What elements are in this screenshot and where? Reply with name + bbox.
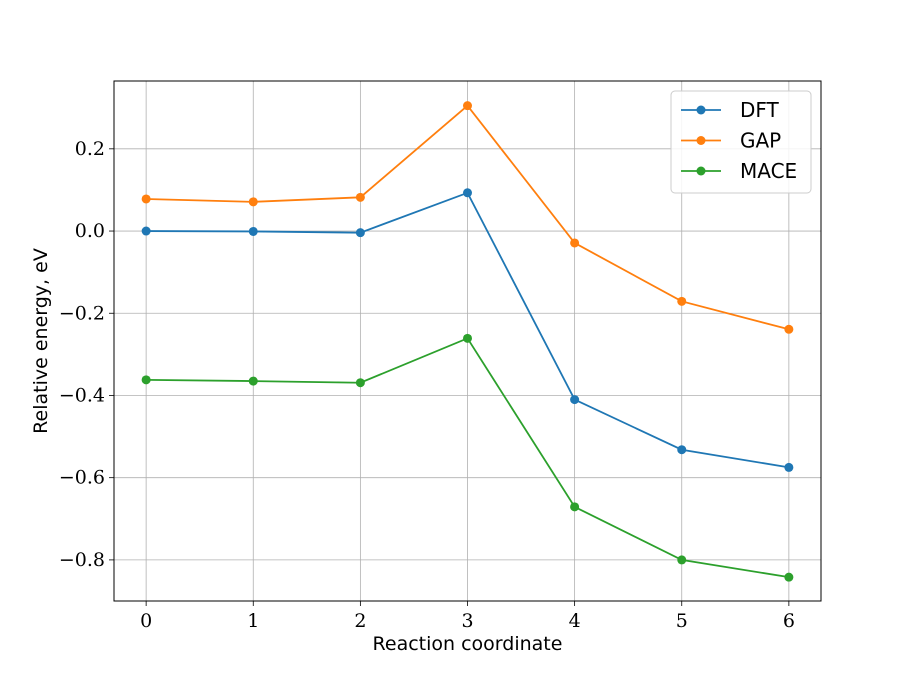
data-point-mace — [570, 502, 580, 512]
x-tick-label: 3 — [461, 610, 473, 632]
y-tick-label: −0.8 — [59, 549, 105, 571]
data-point-dft — [248, 226, 258, 236]
data-point-mace — [463, 333, 472, 343]
data-point-gap — [248, 197, 258, 207]
legend-box — [670, 90, 812, 194]
data-point-mace — [355, 378, 365, 388]
data-point-dft — [141, 226, 151, 236]
ticks: 0 1 2 3 4 5 6 −0.8 −0.6 −0.4 −0.2 0.0 0.2 — [59, 138, 795, 632]
data-point-gap — [784, 324, 794, 334]
data-point-gap — [355, 192, 365, 202]
legend: DFT GAP MACE — [670, 90, 812, 194]
x-tick-label: 0 — [140, 610, 152, 632]
data-point-gap — [677, 296, 687, 306]
legend-label-mace: MACE — [740, 159, 797, 183]
y-tick-label: −0.2 — [59, 302, 105, 324]
legend-marker-gap — [696, 136, 706, 145]
series-layer — [141, 101, 794, 582]
x-tick-label: 1 — [247, 610, 259, 632]
legend-marker-mace — [696, 166, 706, 176]
legend-label-dft: DFT — [740, 98, 780, 122]
data-point-dft — [463, 188, 472, 198]
x-tick-label: 4 — [569, 610, 581, 632]
data-point-dft — [677, 445, 687, 455]
x-tick-label: 5 — [676, 610, 688, 632]
x-tick-label: 6 — [783, 610, 795, 632]
data-point-gap — [570, 238, 580, 248]
y-axis-label: Relative energy, eV — [30, 248, 52, 434]
legend-label-gap: GAP — [740, 129, 781, 153]
data-point-dft — [784, 462, 794, 472]
y-tick-label: 0.0 — [75, 220, 105, 242]
data-point-gap — [141, 194, 151, 204]
data-point-dft — [355, 228, 365, 238]
legend-marker-dft — [696, 105, 706, 115]
y-tick-label: −0.6 — [59, 467, 105, 489]
data-point-mace — [784, 572, 794, 582]
data-point-mace — [141, 375, 151, 385]
y-tick-label: −0.4 — [59, 384, 105, 406]
data-point-dft — [570, 395, 580, 405]
x-tick-label: 2 — [354, 610, 366, 632]
data-point-gap — [463, 101, 472, 111]
x-axis-label: Reaction coordinate — [373, 633, 563, 655]
data-point-mace — [248, 376, 258, 386]
data-point-mace — [677, 555, 687, 565]
y-tick-label: 0.2 — [75, 138, 105, 160]
